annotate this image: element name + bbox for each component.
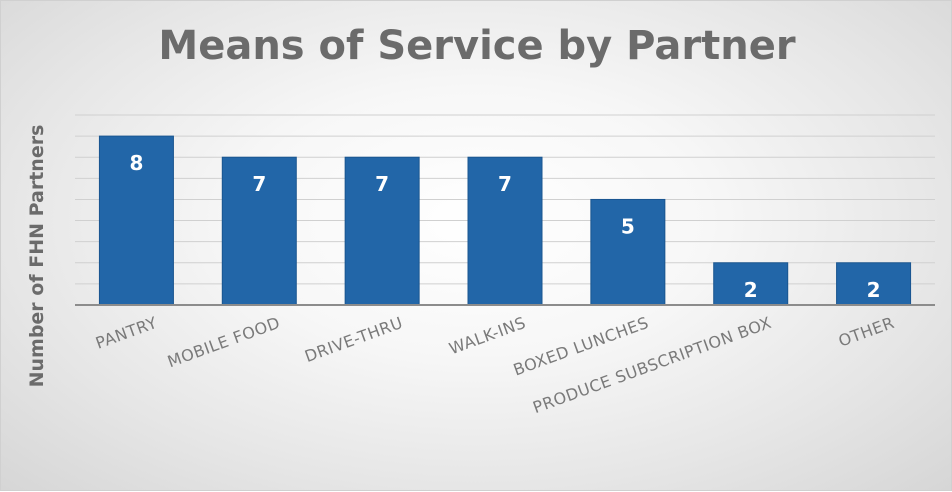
data-label: 2	[867, 278, 881, 302]
bar-mobile-food	[221, 156, 297, 306]
bar-drive-thru	[344, 156, 420, 306]
data-label: 5	[621, 214, 635, 238]
x-tick-label: WALK-INS	[446, 313, 528, 358]
data-label: 7	[498, 172, 512, 196]
chart-title: Means of Service by Partner	[158, 23, 796, 69]
x-tick-label: DRIVE-THRU	[302, 313, 405, 366]
data-label: 7	[375, 172, 389, 196]
x-tick-label: OTHER	[836, 313, 897, 351]
bar-pantry	[98, 135, 174, 306]
x-tick-label: MOBILE FOOD	[165, 313, 283, 371]
data-label: 8	[129, 151, 143, 175]
data-label: 7	[252, 172, 266, 196]
data-label: 2	[744, 278, 758, 302]
bar-walk-ins	[467, 156, 543, 306]
x-tick-label: PRODUCE SUBSCRIPTION BOX	[530, 313, 774, 417]
x-tick-label: PANTRY	[93, 313, 160, 353]
